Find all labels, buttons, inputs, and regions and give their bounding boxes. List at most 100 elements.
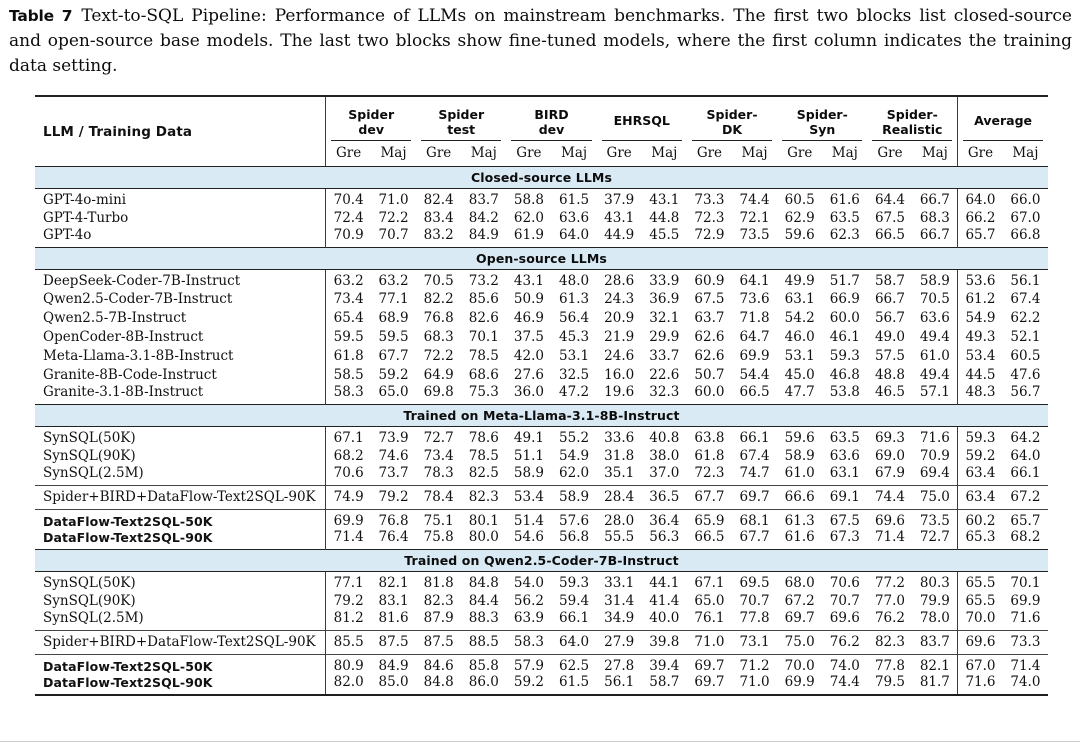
metric-value-cell: 87.5 [370,630,417,655]
metric-value-cell: 36.5 [641,485,687,510]
metric-value-cell: 67.2 [1002,485,1048,510]
metric-value-cell: 69.7 [784,610,815,626]
metric-value-cell: 71.4 [1002,654,1048,674]
table-row: DataFlow-Text2SQL-50K 69.9 76.8 75.1 80.1 51.… [35,509,1048,529]
column-group-label: Spider- DK [691,97,773,141]
metric-value-cell: 27.9 [596,630,642,655]
metric-value-cell: 47.7 [784,384,815,400]
metric-value-cell: 49.9 [784,273,815,289]
metric-value-cell: 71.2 [732,654,778,674]
metric-value-cell: 67.2 [784,592,815,609]
metric-value-cell: 82.3 [867,630,913,655]
metric-value-cell: 83.7 [468,192,499,208]
metric-value-cell: 68.3 [423,328,454,345]
section-band: Trained on Meta-Llama-3.1-8B-Instruct [35,404,1048,427]
metric-value-cell: 71.6 [1010,610,1041,626]
model-name-cell: OpenCoder-8B-Instruct [43,328,204,345]
metric-header-gre: Gre [867,141,913,167]
metric-value-cell: 48.0 [559,273,590,289]
metric-value-cell: 60.5 [784,192,815,208]
metric-value-cell: 57.9 [506,654,552,674]
metric-value-cell: 44.5 [957,365,1003,384]
metric-value-cell: 67.4 [739,447,770,464]
metric-value-cell: 72.7 [423,430,454,446]
metric-value-cell: 85.5 [325,630,371,655]
metric-value-cell: 61.9 [513,227,544,243]
metric-value-cell: 66.5 [874,227,905,243]
metric-value-cell: 53.1 [559,347,590,364]
metric-value-cell: 58.9 [513,465,544,481]
metric-value-cell: 62.0 [513,209,544,226]
table-row: DataFlow-Text2SQL-90K 82.0 85.0 84.8 86.0 59.… [35,674,1048,695]
model-name-cell: Qwen2.5-Coder-7B-Instruct [43,290,233,307]
table-row: SynSQL(2.5M) 81.2 81.6 87.9 88.3 63.9 66.1 34.9… [35,610,1048,631]
metric-value-cell: 22.6 [649,366,680,383]
metric-value-cell: 67.0 [1010,209,1041,226]
metric-value-cell: 33.6 [604,430,635,446]
metric-value-cell: 79.5 [874,674,905,690]
metric-value-cell: 63.5 [829,430,860,446]
metric-value-cell: 74.6 [378,447,409,464]
metric-value-cell: 56.1 [604,674,635,690]
metric-value-cell: 69.7 [686,654,732,674]
metric-value-cell: 73.3 [694,192,725,208]
metric-value-cell: 45.5 [649,227,680,243]
metric-value-cell: 55.2 [559,430,590,446]
metric-value-cell: 57.5 [874,347,905,364]
metric-value-cell: 34.9 [604,610,635,626]
metric-value-cell: 76.8 [423,309,454,326]
metric-value-cell: 60.5 [1010,347,1041,364]
metric-value-cell: 80.1 [461,509,507,529]
metric-value-cell: 31.8 [604,447,635,464]
table-row: SynSQL(50K) 67.1 73.9 72.7 78.6 49.1 55.2 33.6 4… [35,426,1048,446]
metric-value-cell: 70.9 [325,227,371,248]
metric-value-cell: 70.6 [829,575,860,591]
metric-value-cell: 48.3 [957,384,1003,405]
section-title: Trained on Qwen2.5-Coder-7B-Instruct [35,549,1048,572]
metric-value-cell: 70.4 [325,188,371,208]
metric-value-cell: 68.1 [732,509,778,529]
metric-value-cell: 65.5 [957,591,1003,610]
metric-value-cell: 64.0 [551,630,597,655]
metric-value-cell: 24.3 [604,290,635,307]
metric-value-cell: 59.2 [378,366,409,383]
metric-value-cell: 66.1 [1010,465,1041,481]
metric-header-gre: Gre [596,141,642,167]
metric-value-cell: 66.0 [1010,192,1041,208]
metric-value-cell: 82.1 [378,575,409,591]
metric-value-cell: 68.9 [378,309,409,326]
metric-value-cell: 64.9 [423,366,454,383]
metric-value-cell: 81.7 [919,674,950,690]
metric-value-cell: 77.1 [325,571,371,591]
metric-value-cell: 70.6 [325,465,371,486]
metric-value-cell: 74.0 [1010,674,1041,690]
metric-value-cell: 70.7 [739,592,770,609]
metric-value-cell: 82.2 [423,290,454,307]
metric-value-cell: 69.7 [732,485,778,510]
metric-value-cell: 28.0 [596,509,642,529]
metric-value-cell: 46.0 [784,328,815,345]
metric-value-cell: 70.7 [829,592,860,609]
metric-value-cell: 31.4 [604,592,635,609]
metric-value-cell: 27.8 [596,654,642,674]
metric-value-cell: 72.4 [325,208,371,227]
metric-value-cell: 60.0 [829,309,860,326]
metric-value-cell: 42.0 [513,347,544,364]
metric-value-cell: 37.9 [604,192,635,208]
metric-value-cell: 40.8 [649,430,680,446]
metric-value-cell: 43.1 [649,192,680,208]
metric-value-cell: 65.0 [378,384,409,400]
metric-value-cell: 74.9 [325,485,371,510]
metric-value-cell: 69.1 [822,485,868,510]
metric-value-cell: 56.4 [559,309,590,326]
metric-value-cell: 61.2 [957,289,1003,308]
metric-value-cell: 84.4 [468,592,499,609]
table-row: Granite-8B-Code-Instruct 58.5 59.2 64.9 68.6… [35,365,1048,384]
metric-value-cell: 64.1 [739,273,770,289]
table-row: Qwen2.5-Coder-7B-Instruct 73.4 77.1 82.2 85.… [35,289,1048,308]
metric-value-cell: 49.1 [513,430,544,446]
metric-value-cell: 82.5 [468,465,499,481]
metric-value-cell: 44.8 [649,209,680,226]
metric-value-cell: 80.0 [468,529,499,545]
metric-value-cell: 46.1 [829,328,860,345]
